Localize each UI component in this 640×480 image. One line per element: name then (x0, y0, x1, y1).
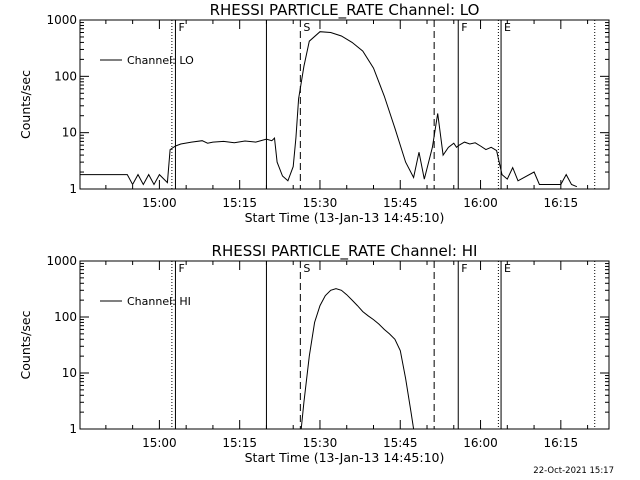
panel-lo: RHESSI PARTICLE_RATE Channel: LO 1 10 100 10… (18, 1, 610, 225)
plot-frame (79, 19, 610, 190)
x-tick-label: 16:15 (544, 436, 579, 450)
marker-flag: S (303, 21, 310, 34)
chart-title: RHESSI PARTICLE_RATE Channel: HI (212, 242, 478, 261)
footer-timestamp: 22-Oct-2021 15:17 (533, 466, 614, 476)
marker-flag: S (303, 262, 310, 275)
y-tick-label: 100 (54, 69, 77, 83)
series-line (300, 288, 415, 429)
y-tick-label: 10 (62, 126, 77, 140)
x-tick-label: 15:15 (222, 436, 257, 450)
x-tick-label: 15:30 (303, 196, 338, 210)
series-line (80, 31, 578, 188)
x-tick-label: 15:00 (142, 436, 177, 450)
x-tick-label: 15:30 (303, 436, 338, 450)
y-tick-label: 1 (69, 182, 77, 196)
y-tick-label: 1000 (46, 13, 77, 27)
y-tick-label: 1000 (46, 254, 77, 268)
x-tick-label: 16:00 (463, 436, 498, 450)
x-tick-label: 15:00 (142, 196, 177, 210)
y-axis-label: Counts/sec (18, 310, 33, 379)
x-axis-label: Start Time (13-Jan-13 14:45:10) (245, 210, 445, 225)
marker-flag: F (461, 262, 467, 275)
marker-flag: E (504, 262, 511, 275)
legend-label: Channel: HI (127, 295, 191, 308)
marker-flag: F (178, 21, 184, 34)
marker-flag: E (504, 21, 511, 34)
y-tick-label: 1 (69, 422, 77, 436)
legend-label: Channel: LO (127, 54, 194, 67)
y-tick-label: 100 (54, 310, 77, 324)
x-tick-label: 15:45 (383, 196, 418, 210)
panel-hi: RHESSI PARTICLE_RATE Channel: HI 1 10 100 10… (18, 242, 610, 465)
y-axis-label: Counts/sec (18, 70, 33, 139)
x-tick-label: 16:15 (544, 196, 579, 210)
x-axis-label: Start Time (13-Jan-13 14:45:10) (245, 450, 445, 465)
x-tick-label: 15:15 (222, 196, 257, 210)
marker-flag: F (461, 21, 467, 34)
x-tick-label: 16:00 (463, 196, 498, 210)
y-tick-label: 10 (62, 366, 77, 380)
plot-frame (79, 260, 610, 430)
marker-flag: F (178, 262, 184, 275)
x-tick-label: 15:45 (383, 436, 418, 450)
chart-title: RHESSI PARTICLE_RATE Channel: LO (210, 1, 480, 20)
